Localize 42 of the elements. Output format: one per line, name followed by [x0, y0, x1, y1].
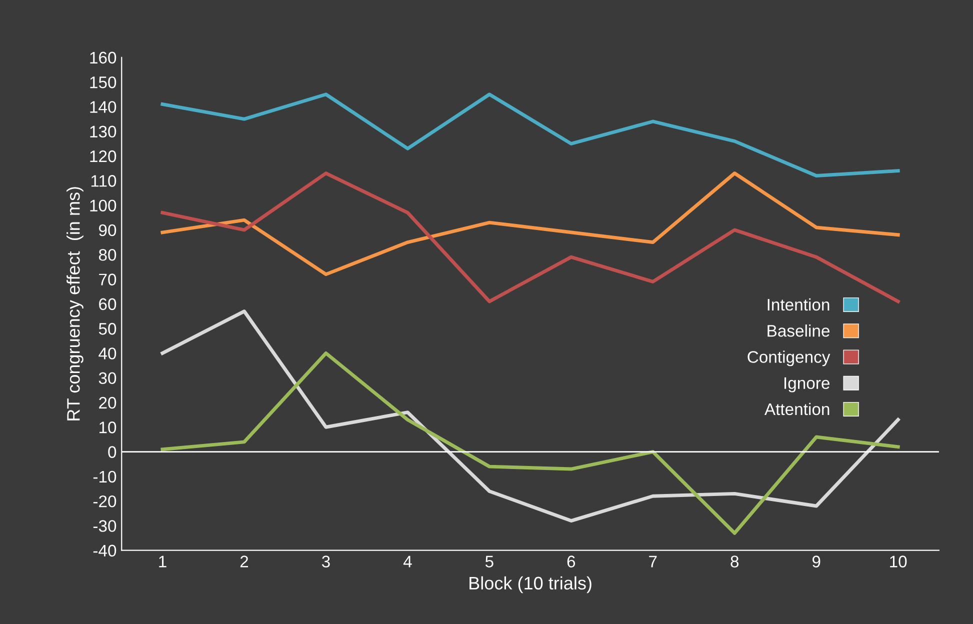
x-tick-label: 6: [567, 556, 576, 568]
legend-label: Baseline: [768, 324, 830, 337]
line-series: [160, 172, 900, 276]
line-series: [160, 351, 900, 535]
y-tick-label: 160: [90, 52, 116, 64]
y-tick-label: 140: [90, 101, 116, 113]
x-axis-title: Block (10 trials): [470, 576, 592, 594]
legend-label: Intention: [768, 298, 830, 311]
y-tick-label: 30: [98, 372, 116, 384]
y-tick-label: 80: [98, 248, 116, 261]
y-tick-label: 120: [90, 150, 116, 162]
line-series: [160, 310, 900, 523]
y-tick-label: 0: [108, 446, 116, 458]
y-tick-label: 110: [91, 175, 116, 187]
y-tick-label: 90: [99, 224, 116, 236]
y-tick-label: 50: [98, 322, 116, 335]
y-tick-label: 40: [98, 348, 116, 360]
x-tick-label: 5: [485, 556, 494, 568]
x-tick-label: 10: [890, 556, 907, 568]
y-tick-label: 150: [90, 76, 116, 88]
x-tick-label: 3: [322, 556, 330, 568]
y-axis-title: RT congruency effect (in ms): [66, 187, 84, 420]
y-tick-label: -30: [93, 520, 116, 532]
y-tick-label: 100: [90, 200, 116, 212]
y-tick-label: -40: [93, 544, 116, 557]
x-tick-label: 4: [403, 556, 412, 568]
legend-label: Ignore: [784, 377, 830, 392]
y-tick-label: -10: [93, 470, 116, 483]
y-tick-label: 70: [99, 274, 116, 286]
y-tick-label: 20: [99, 396, 116, 409]
legend-label: Contigency: [748, 350, 830, 366]
x-tick-label: 1: [159, 556, 166, 568]
line-series: [160, 92, 900, 178]
x-tick-label: 7: [649, 556, 657, 568]
y-tick-label: 130: [90, 126, 116, 138]
y-tick-label: -20: [93, 495, 116, 508]
y-tick-label: 60: [99, 298, 116, 310]
y-tick-label: 10: [100, 422, 116, 434]
x-tick-label: 8: [730, 556, 739, 568]
x-tick-label: 2: [240, 556, 248, 568]
legend-label: Attention: [764, 402, 830, 416]
x-tick-label: 9: [812, 556, 820, 568]
